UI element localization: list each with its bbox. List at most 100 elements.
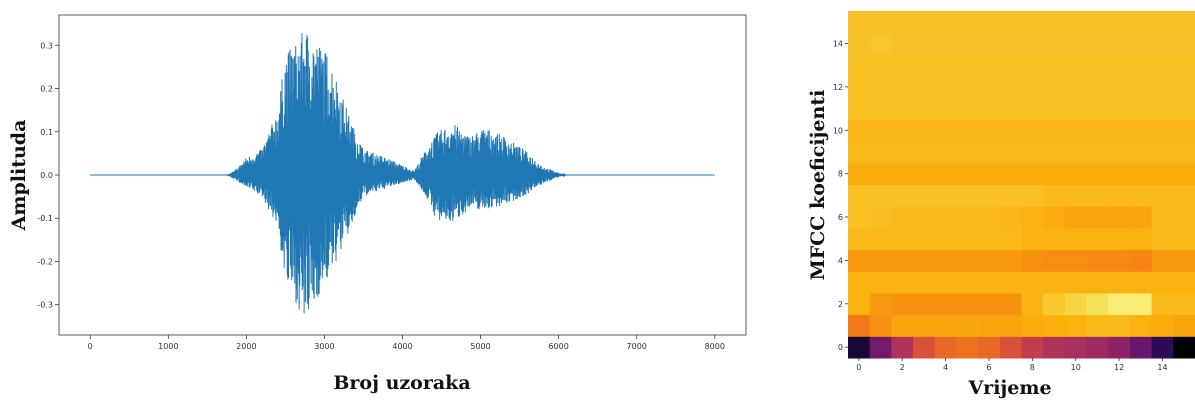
mfcc-cell xyxy=(1064,162,1088,185)
mfcc-cell xyxy=(978,184,1001,207)
mfcc-cell xyxy=(913,97,936,120)
mfcc-cell xyxy=(999,336,1022,359)
mfcc-cell xyxy=(1064,249,1088,272)
mfcc-cell xyxy=(1064,119,1088,142)
mfcc-cell xyxy=(913,119,936,142)
waveform-x-axis-title: Broj uzoraka xyxy=(333,372,470,394)
mfcc-cell xyxy=(1043,76,1066,99)
mfcc-cell xyxy=(999,227,1022,251)
mfcc-cell xyxy=(1043,162,1066,185)
mfcc-cell xyxy=(848,32,871,55)
waveform-y-tick-label: -0.2 xyxy=(37,257,53,266)
mfcc-cell xyxy=(913,292,936,316)
mfcc-cell xyxy=(869,292,892,316)
mfcc-cell xyxy=(1086,119,1109,142)
mfcc-cell xyxy=(1064,227,1088,251)
mfcc-cell xyxy=(934,54,957,77)
mfcc-cell xyxy=(1108,271,1131,294)
mfcc-cell xyxy=(978,227,1001,251)
mfcc-cell xyxy=(956,336,979,359)
mfcc-cell xyxy=(1064,271,1088,294)
mfcc-x-axis-title: Vrijeme xyxy=(967,377,1051,399)
waveform-x-tick-label: 5000 xyxy=(470,342,490,351)
mfcc-x-tick-label: 0 xyxy=(856,363,861,372)
waveform-chart: 0 1000 2000 3000 4000 5000 6000 7000 8000 -0.3-0… xyxy=(8,14,747,394)
mfcc-cell xyxy=(1151,336,1174,359)
mfcc-cell xyxy=(1173,32,1195,55)
mfcc-cell xyxy=(913,141,936,164)
mfcc-cell xyxy=(1043,54,1066,77)
mfcc-cell xyxy=(1151,292,1174,316)
waveform-y-tick-label: 0.3 xyxy=(40,41,53,50)
mfcc-cell xyxy=(891,11,914,34)
mfcc-cell xyxy=(999,119,1022,142)
mfcc-cell xyxy=(891,314,914,337)
mfcc-cell xyxy=(999,32,1022,55)
mfcc-cell xyxy=(1129,11,1153,34)
mfcc-cell xyxy=(1108,11,1131,34)
mfcc-cell xyxy=(1064,206,1088,229)
mfcc-cell xyxy=(1021,206,1044,229)
mfcc-cell xyxy=(978,336,1001,359)
mfcc-cell xyxy=(869,249,892,272)
mfcc-cell xyxy=(934,11,957,34)
mfcc-cell xyxy=(1086,54,1109,77)
mfcc-cell xyxy=(848,249,871,272)
mfcc-cell xyxy=(978,76,1001,99)
mfcc-cell xyxy=(1129,184,1153,207)
waveform-x-tick-label: 0 xyxy=(88,342,93,351)
mfcc-cell xyxy=(1129,336,1153,359)
mfcc-cell xyxy=(1108,119,1131,142)
mfcc-cell xyxy=(891,271,914,294)
mfcc-cell xyxy=(891,119,914,142)
mfcc-cell xyxy=(1086,184,1109,207)
mfcc-cell xyxy=(1108,76,1131,99)
mfcc-cell xyxy=(1021,162,1044,185)
mfcc-heatmap-cells xyxy=(848,11,1195,359)
mfcc-cell xyxy=(913,249,936,272)
mfcc-cell xyxy=(869,336,892,359)
mfcc-cell xyxy=(956,97,979,120)
mfcc-x-tick-label: 12 xyxy=(1114,363,1124,372)
mfcc-cell xyxy=(848,54,871,77)
mfcc-cell xyxy=(1021,184,1044,207)
mfcc-cell xyxy=(999,271,1022,294)
mfcc-cell xyxy=(869,11,892,34)
mfcc-cell xyxy=(1129,32,1153,55)
mfcc-cell xyxy=(1173,206,1195,229)
mfcc-cell xyxy=(934,141,957,164)
mfcc-cell xyxy=(848,11,871,34)
mfcc-cell xyxy=(869,76,892,99)
mfcc-cell xyxy=(891,227,914,251)
mfcc-cell xyxy=(869,119,892,142)
mfcc-cell xyxy=(1043,271,1066,294)
mfcc-cell xyxy=(1173,162,1195,185)
mfcc-cell xyxy=(1108,292,1131,316)
mfcc-cell xyxy=(869,141,892,164)
mfcc-cell xyxy=(1151,206,1174,229)
mfcc-cell xyxy=(1064,184,1088,207)
mfcc-cell xyxy=(1064,336,1088,359)
mfcc-y-axis-title: MFCC koeficijenti xyxy=(807,90,829,281)
mfcc-cell xyxy=(1086,336,1109,359)
mfcc-cell xyxy=(1129,292,1153,316)
mfcc-cell xyxy=(1173,76,1195,99)
mfcc-cell xyxy=(978,32,1001,55)
mfcc-cell xyxy=(1173,292,1195,316)
mfcc-cell xyxy=(999,184,1022,207)
waveform-x-tick-label: 7000 xyxy=(627,342,647,351)
mfcc-heatmap-chart: 0 2 4 6 8 10 12 14 0 2 4 6 8 10 12 14 Vrijeme MFCC koe… xyxy=(807,11,1195,399)
mfcc-cell xyxy=(1043,119,1066,142)
mfcc-cell xyxy=(848,119,871,142)
mfcc-cell xyxy=(1129,76,1153,99)
mfcc-cell xyxy=(934,292,957,316)
mfcc-cell xyxy=(1108,314,1131,337)
waveform-x-tick-label: 3000 xyxy=(314,342,334,351)
mfcc-cell xyxy=(1086,292,1109,316)
mfcc-x-ticks: 0 2 4 6 8 10 12 14 xyxy=(856,358,1168,372)
mfcc-y-tick-label: 6 xyxy=(838,213,843,222)
mfcc-cell xyxy=(1021,271,1044,294)
mfcc-cell xyxy=(1021,76,1044,99)
mfcc-cell xyxy=(1043,314,1066,337)
mfcc-cell xyxy=(1064,76,1088,99)
